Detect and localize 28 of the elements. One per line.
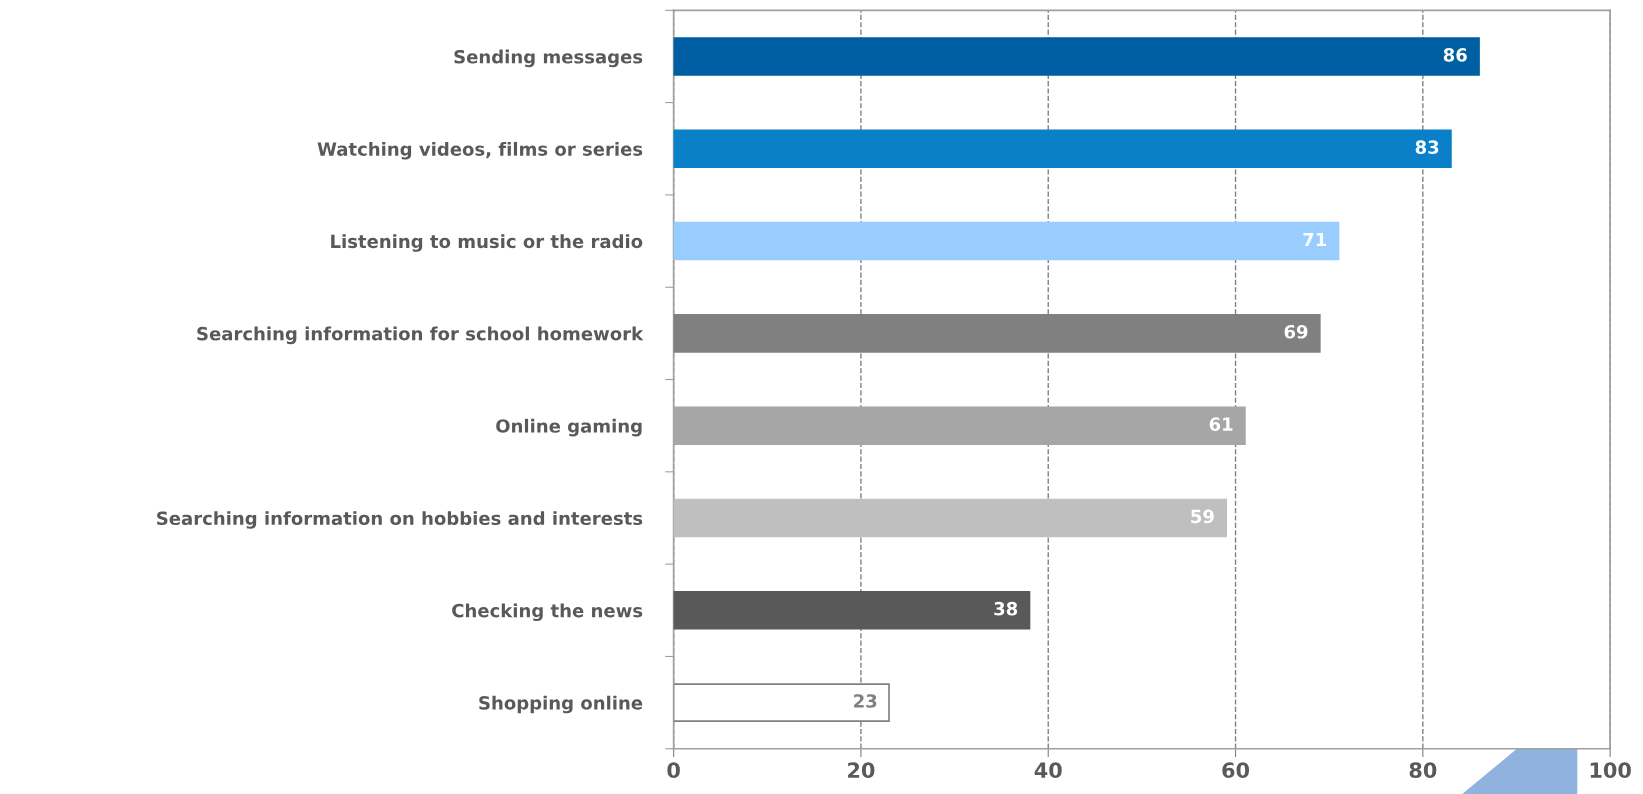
bar [673,406,1246,445]
y-tick-label: Watching videos, films or series [317,141,643,160]
x-tick-label: 20 [848,762,875,779]
y-tick-label: Searching information for school homework [197,326,644,345]
data-label: 83 [1415,140,1439,155]
y-tick-label: Online gaming [496,418,642,437]
y-tick-label: Sending messages [454,49,643,68]
x-tick-label: 100 [1590,762,1631,779]
x-tick-label: 0 [667,762,680,779]
bar [673,590,1031,630]
y-tick-label: Listening to music or the radio [331,234,643,252]
x-tick-label: 60 [1222,762,1250,779]
bar [673,498,1228,538]
bar [673,37,1480,76]
x-tick-label: 80 [1409,762,1437,779]
data-label: 86 [1443,48,1467,62]
bar [673,129,1452,169]
y-tick-label: Checking the news [452,603,643,622]
data-label: 61 [1209,417,1233,431]
data-label: 69 [1284,324,1308,339]
data-label: 71 [1303,232,1327,247]
y-tick-label: Shopping online [479,695,643,714]
x-tick-label: 40 [1034,762,1062,779]
data-label: 23 [854,694,877,708]
data-label: 59 [1191,509,1214,524]
y-tick-label: Searching information on hobbies and interests [157,511,643,529]
data-label: 38 [994,601,1018,616]
bar [673,221,1340,261]
